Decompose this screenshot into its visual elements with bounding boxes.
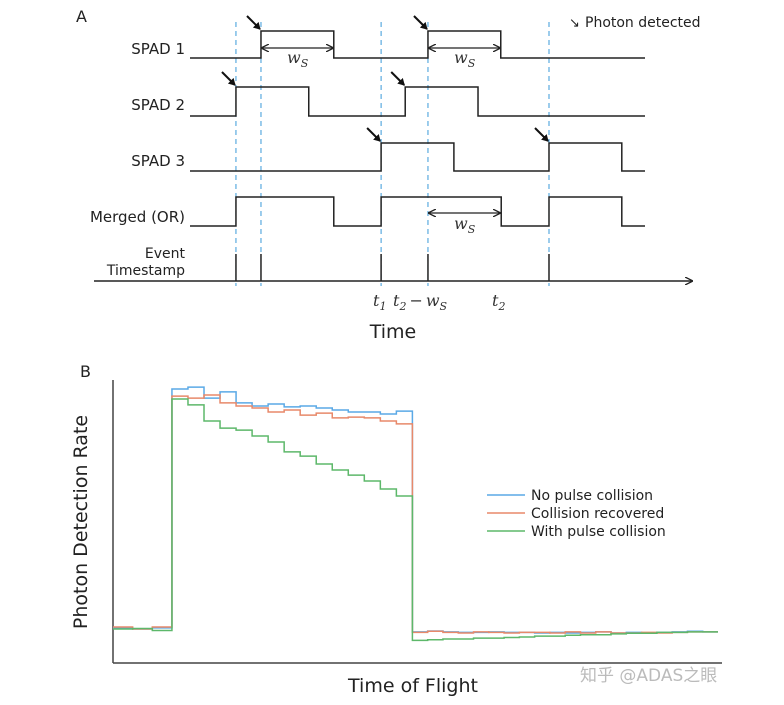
legend-label-recovered: Collision recovered <box>531 506 664 522</box>
ws-label-merged: wS <box>454 214 476 236</box>
signal-waveform <box>190 196 645 227</box>
photon-detected-legend: ↘ Photon detected <box>569 15 701 31</box>
photon-arrow-icon <box>246 15 261 30</box>
x-axis-label: Time of Flight <box>347 675 478 697</box>
watermark: 知乎 @ADAS之眼 <box>580 666 717 686</box>
legend-label-no-collision: No pulse collision <box>531 488 653 504</box>
signal-label-spad2: SPAD 2 <box>131 96 185 114</box>
signal-waveform <box>190 142 645 172</box>
signal-label-spad3: SPAD 3 <box>131 152 185 170</box>
photon-arrow-icon <box>221 71 236 86</box>
event-guides <box>235 22 550 286</box>
signals <box>94 15 692 281</box>
photon-arrow-icon <box>390 71 405 86</box>
series-lines <box>113 386 718 642</box>
chart-legend: No pulse collision Collision recovered W… <box>487 488 666 540</box>
t2-minus-ws-label: t2− wS <box>393 291 448 313</box>
t1-label: t1 <box>373 291 386 313</box>
panel-a-timing-diagram: A ↘ Photon detected SPAD 1 SPAD 2 SPAD 3… <box>76 7 701 343</box>
signal-waveform <box>190 86 645 117</box>
panel-b-chart: B Photon Detection Rate Time of Flight N… <box>70 362 722 697</box>
photon-arrow-icon <box>534 127 549 142</box>
time-axis-label: Time <box>369 321 417 343</box>
series-line-with-pulse-collision <box>113 398 718 642</box>
signal-waveform <box>190 30 645 59</box>
panel-a-label: A <box>76 7 87 26</box>
y-axis-label: Photon Detection Rate <box>70 415 92 629</box>
ws-label-2: wS <box>454 48 476 70</box>
event-label-line2: Timestamp <box>106 263 185 279</box>
panel-b-label: B <box>80 362 91 381</box>
t2-label: t2 <box>492 291 505 313</box>
photon-legend-text: Photon detected <box>585 15 701 31</box>
signal-label-merged: Merged (OR) <box>90 208 185 226</box>
photon-arrow-icon: ↘ <box>569 16 580 31</box>
ws-label-1: wS <box>287 48 309 70</box>
photon-arrow-icon <box>413 15 428 30</box>
event-label-line1: Event <box>145 246 186 262</box>
signal-label-spad1: SPAD 1 <box>131 40 185 58</box>
legend-label-with-collision: With pulse collision <box>531 524 666 540</box>
photon-arrow-icon <box>366 127 381 142</box>
